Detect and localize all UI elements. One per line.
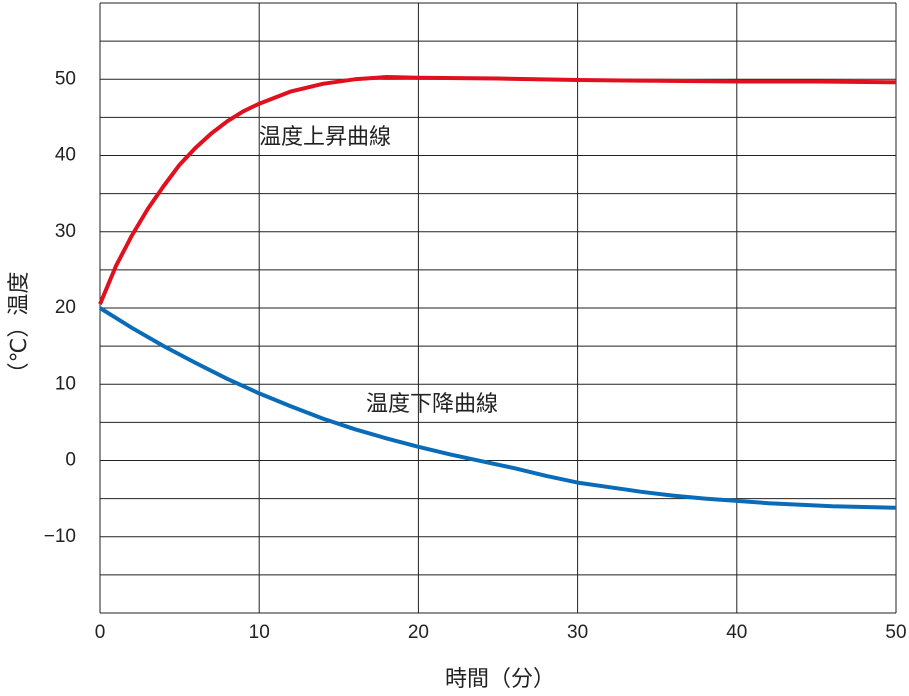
- x-tick-label: 20: [408, 622, 429, 643]
- y-tick-label: −10: [44, 526, 76, 547]
- y-tick-label: 50: [55, 68, 76, 89]
- y-tick-label: 30: [55, 221, 76, 242]
- x-axis-label: 時間（分）: [445, 666, 555, 691]
- y-tick-label: 10: [55, 373, 76, 394]
- x-tick-label: 10: [249, 622, 270, 643]
- series-label: 温度上昇曲線: [259, 124, 391, 149]
- y-tick-label: 40: [55, 145, 76, 166]
- x-tick-label: 40: [726, 622, 747, 643]
- x-tick-label: 30: [567, 622, 588, 643]
- line: [98, 306, 897, 510]
- y-axis-label: （℃）温度: [6, 272, 31, 385]
- y-tick-label: 0: [65, 450, 76, 471]
- x-tick-label: 50: [885, 622, 906, 643]
- line: [98, 75, 897, 305]
- y-tick-label: 20: [55, 297, 76, 318]
- x-tick-label: 0: [95, 622, 106, 643]
- series-label: 温度下降曲線: [366, 391, 498, 416]
